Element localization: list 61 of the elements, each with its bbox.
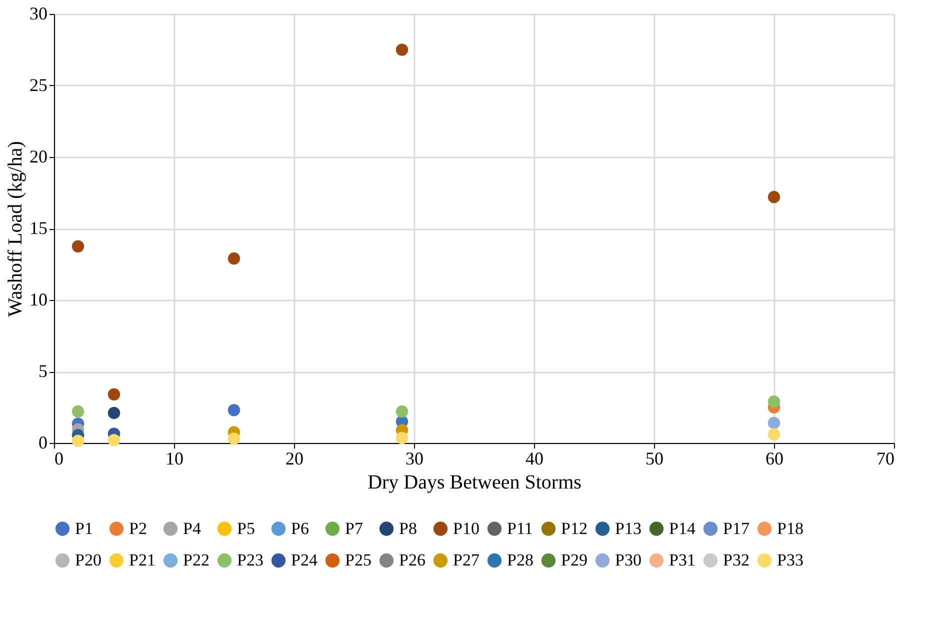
legend-label: P30 — [615, 550, 642, 570]
y-tick-label: 30 — [30, 4, 48, 24]
y-axis-title: Washoff Load (kg/ha) — [4, 141, 26, 317]
point — [228, 404, 240, 416]
point — [72, 240, 84, 252]
point — [768, 395, 780, 408]
legend-label: P24 — [291, 550, 318, 570]
point — [768, 416, 780, 430]
point — [768, 428, 780, 441]
point — [768, 190, 780, 204]
x-tick-label: 0 — [54, 448, 64, 468]
point — [396, 432, 408, 444]
legend-label: P13 — [615, 518, 642, 538]
point — [72, 405, 84, 418]
point — [108, 434, 120, 446]
x-axis-title: Dry Days Between Storms — [368, 472, 582, 494]
legend-label: P21 — [129, 550, 156, 570]
legend-label: P5 — [237, 518, 255, 538]
point — [72, 434, 84, 447]
y-tick-label: 10 — [30, 290, 48, 310]
x-tick-label: 70 — [876, 448, 894, 468]
legend-label: P18 — [777, 518, 804, 538]
point — [108, 388, 120, 400]
legend-label: P22 — [183, 550, 210, 570]
legend-label: P1 — [75, 518, 93, 538]
y-tick-label: 15 — [30, 218, 48, 238]
legend-label: P32 — [723, 550, 750, 570]
point — [228, 432, 240, 445]
legend-label: P31 — [669, 550, 696, 570]
legend-label: P23 — [237, 550, 264, 570]
y-tick-label: 25 — [30, 75, 48, 95]
legend-label: P12 — [561, 518, 588, 538]
legend-label: P8 — [399, 518, 417, 538]
legend-label: P20 — [75, 550, 102, 570]
y-tick-label: 5 — [38, 361, 48, 381]
legend-label: P28 — [507, 550, 534, 570]
x-tick-label: 30 — [406, 448, 424, 468]
x-tick-label: 20 — [286, 448, 304, 468]
point — [228, 252, 240, 265]
legend-label: P2 — [129, 518, 147, 538]
legend-label: P4 — [183, 518, 202, 538]
y-tick-label: 0 — [38, 432, 48, 452]
legend-label: P14 — [669, 518, 696, 538]
legend-label: P11 — [507, 518, 533, 538]
point — [396, 405, 408, 418]
x-tick-label: 40 — [526, 448, 544, 468]
legend-label: P29 — [561, 550, 588, 570]
legend-label: P10 — [453, 518, 480, 538]
point — [108, 406, 120, 420]
x-tick-label: 60 — [766, 448, 784, 468]
legend-label: P27 — [453, 550, 480, 570]
y-tick-label: 20 — [30, 146, 48, 166]
point — [396, 44, 408, 56]
legend-label: P17 — [723, 518, 750, 538]
legend-label: P25 — [345, 550, 372, 570]
legend-label: P33 — [777, 550, 804, 570]
legend-label: P7 — [345, 518, 364, 538]
x-tick-label: 10 — [166, 448, 184, 468]
legend-label: P26 — [399, 550, 426, 570]
legend-label: P6 — [291, 518, 309, 538]
x-tick-label: 50 — [646, 448, 664, 468]
